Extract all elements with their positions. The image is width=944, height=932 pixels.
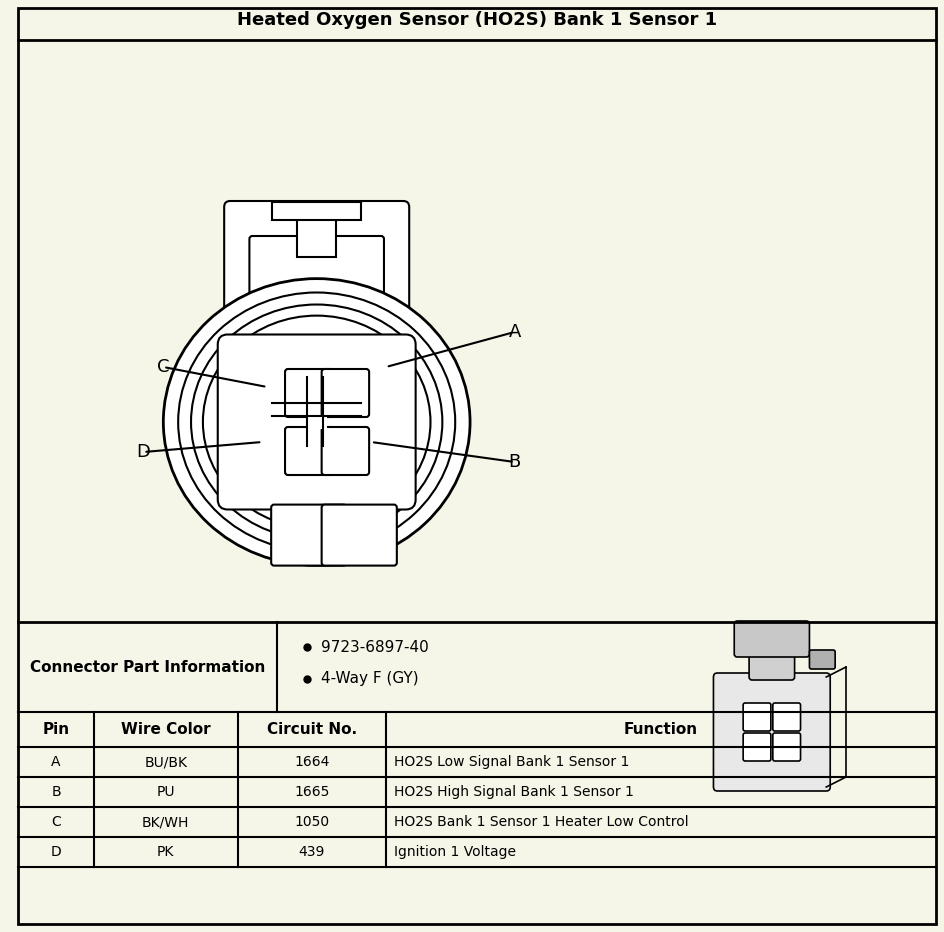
Text: 439: 439 <box>298 845 325 859</box>
FancyBboxPatch shape <box>226 327 408 339</box>
FancyBboxPatch shape <box>224 201 409 333</box>
Bar <box>272 202 362 220</box>
FancyBboxPatch shape <box>743 703 771 731</box>
FancyBboxPatch shape <box>226 339 408 351</box>
Text: PU: PU <box>157 785 175 799</box>
FancyBboxPatch shape <box>734 621 809 657</box>
Text: Wire Color: Wire Color <box>121 722 211 737</box>
FancyBboxPatch shape <box>249 236 384 322</box>
FancyBboxPatch shape <box>285 427 332 475</box>
FancyBboxPatch shape <box>322 369 369 417</box>
Text: PK: PK <box>157 845 175 859</box>
Text: Ignition 1 Voltage: Ignition 1 Voltage <box>394 845 515 859</box>
FancyBboxPatch shape <box>714 673 830 791</box>
Text: C: C <box>51 815 60 829</box>
FancyBboxPatch shape <box>750 649 795 680</box>
Text: 4-Way F (GY): 4-Way F (GY) <box>321 671 418 687</box>
FancyBboxPatch shape <box>322 504 396 566</box>
Text: D: D <box>137 443 150 461</box>
Text: B: B <box>51 785 60 799</box>
Text: B: B <box>509 453 521 471</box>
Text: HO2S High Signal Bank 1 Sensor 1: HO2S High Signal Bank 1 Sensor 1 <box>394 785 633 799</box>
Text: BU/BK: BU/BK <box>144 755 187 769</box>
Text: 1664: 1664 <box>295 755 329 769</box>
FancyBboxPatch shape <box>322 427 369 475</box>
Text: Pin: Pin <box>42 722 70 737</box>
Text: Heated Oxygen Sensor (HO2S) Bank 1 Sensor 1: Heated Oxygen Sensor (HO2S) Bank 1 Senso… <box>237 11 717 29</box>
FancyBboxPatch shape <box>773 703 801 731</box>
FancyBboxPatch shape <box>285 369 332 417</box>
Text: 1050: 1050 <box>295 815 329 829</box>
FancyBboxPatch shape <box>773 733 801 761</box>
Text: C: C <box>157 358 170 376</box>
FancyBboxPatch shape <box>743 733 771 761</box>
Ellipse shape <box>163 279 470 566</box>
FancyBboxPatch shape <box>271 504 346 566</box>
Text: 1665: 1665 <box>295 785 329 799</box>
FancyBboxPatch shape <box>18 8 936 924</box>
Text: HO2S Bank 1 Sensor 1 Heater Low Control: HO2S Bank 1 Sensor 1 Heater Low Control <box>394 815 688 829</box>
Text: Circuit No.: Circuit No. <box>267 722 357 737</box>
Text: D: D <box>51 845 61 859</box>
Text: 9723-6897-40: 9723-6897-40 <box>321 639 429 654</box>
Text: A: A <box>51 755 60 769</box>
Text: Connector Part Information: Connector Part Information <box>30 660 265 675</box>
FancyBboxPatch shape <box>809 650 835 669</box>
FancyBboxPatch shape <box>218 335 415 510</box>
Text: BK/WH: BK/WH <box>143 815 190 829</box>
Text: Function: Function <box>624 722 698 737</box>
FancyBboxPatch shape <box>226 351 408 363</box>
Text: A: A <box>509 323 521 341</box>
Text: HO2S Low Signal Bank 1 Sensor 1: HO2S Low Signal Bank 1 Sensor 1 <box>394 755 630 769</box>
Bar <box>307 415 327 429</box>
FancyBboxPatch shape <box>297 202 336 257</box>
